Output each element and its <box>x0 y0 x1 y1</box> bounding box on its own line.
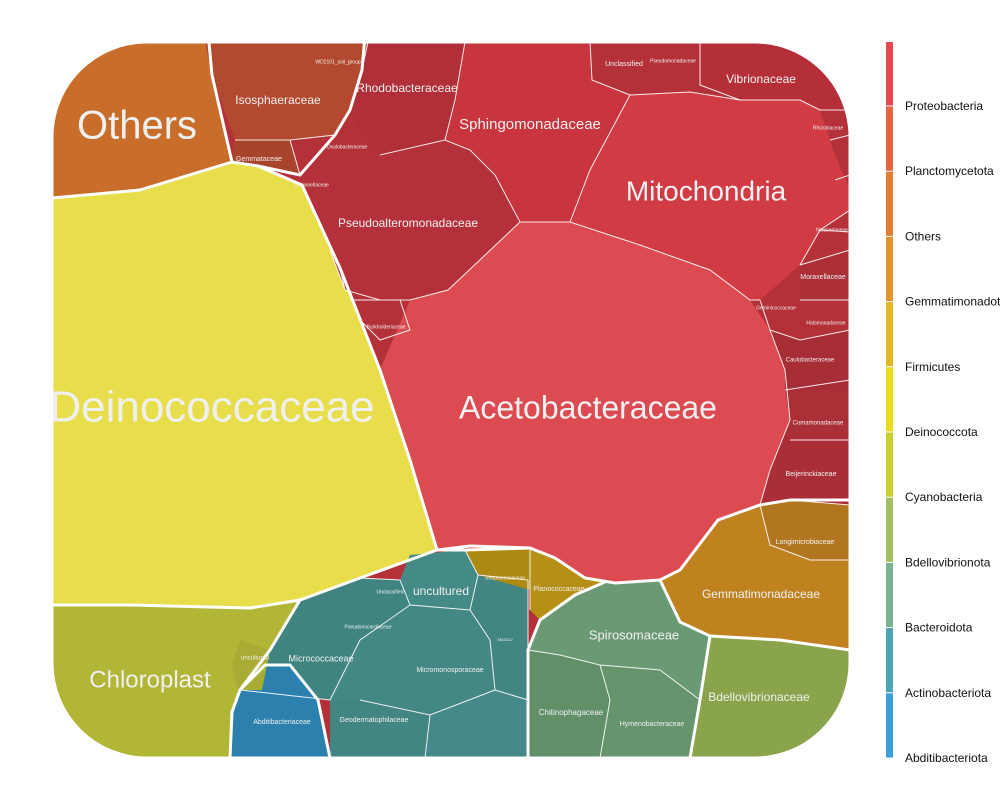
legend-label: Abditibacteriota <box>905 751 988 765</box>
legend-label: Proteobacteria <box>905 99 983 113</box>
legend-swatch <box>886 302 893 368</box>
label-acetobacteraceae: Acetobacteraceae <box>459 389 717 425</box>
cell-comamonadaceae <box>785 380 850 440</box>
legend-swatch <box>886 497 893 564</box>
label-hymenobacteraceae: Hymenobacteraceae <box>620 721 685 728</box>
label-longimicrobiaceae: Longimicrobiaceae <box>776 539 835 546</box>
cell-caulobacteraceae <box>770 330 850 390</box>
label-vibrionaceae: Vibrionaceae <box>726 72 796 86</box>
label-micrococcaceae: Micrococcaceae <box>288 653 353 663</box>
legend-label: Actinobacteriota <box>905 686 991 700</box>
label-pseudoalteromonadaceae: Pseudoalteromonadaceae <box>338 216 478 230</box>
label-geodermatophilaceae: Geodermatophilaceae <box>340 717 409 724</box>
treemap-cells <box>52 42 850 758</box>
legend-label: Bdellovibrionota <box>905 555 991 569</box>
label-pseudomonadaceae: Pseudomonadaceae <box>650 58 696 64</box>
label-rhodobacteraceae: Rhodobacteraceae <box>356 81 458 95</box>
legend-label: Planctomycetota <box>905 164 994 178</box>
legend-label: Deinococcota <box>905 425 978 439</box>
cell-gemmataceae <box>232 140 300 175</box>
label-isosphaeraceae: Isosphaeraceae <box>235 93 321 107</box>
label-chloroplast: Chloroplast <box>89 666 211 693</box>
label-others: Others <box>77 104 197 148</box>
label-unclassified-actino: Unclassified <box>377 589 404 595</box>
cell-uncultured-cyano <box>232 640 270 690</box>
label-gemmataceae: Gemmataceae <box>236 156 282 163</box>
legend-swatch <box>886 692 893 759</box>
cell-mitochondria <box>570 92 850 300</box>
cell-actino-small-2 <box>470 575 528 700</box>
label-legionellaceae: Legionellaceae <box>295 182 329 188</box>
cell-longimicrobiaceae <box>760 500 850 560</box>
cell-planococcaceae <box>530 548 605 620</box>
cell-chitinophagaceae <box>528 650 610 758</box>
label-streptococcaceae: Streptococcaceae <box>485 575 525 581</box>
label-uncultured-actino: uncultured <box>413 584 469 598</box>
cell-moraxellaceae <box>800 250 850 300</box>
legend-swatch <box>886 107 893 173</box>
label-moraxellaceae: Moraxellaceae <box>800 274 846 281</box>
label-caulobacteraceae: Caulobacteraceae <box>786 358 835 364</box>
legend-swatch <box>886 237 893 303</box>
cell-uncultured-actino <box>400 550 478 610</box>
label-halomonadaceae: Halomonadaceae <box>806 320 845 326</box>
label-rhizobiaceae: Rhizobiaceae <box>813 125 844 131</box>
legend-label: Cyanobacteria <box>905 490 983 504</box>
legend: Proteobacteria Planctomycetota Others Gemma… <box>886 42 1000 765</box>
label-oxalobacteraceae: Oxalobacteraceae <box>327 144 368 150</box>
legend-label: Firmicutes <box>905 360 960 374</box>
legend-swatch <box>886 627 893 694</box>
label-wd2101-soil-group: WD2101_soil_group <box>315 59 361 65</box>
cell-pseudoalteromonadaceae <box>302 140 520 300</box>
legend-label: Bacteroidota <box>905 621 973 635</box>
legend-label: Others <box>905 229 941 243</box>
legend-label: Gemmatimonadota <box>905 295 1000 309</box>
label-unclassified-proteo: Unclassified <box>605 61 643 68</box>
label-chitinophagaceae: Chitinophagaceae <box>539 708 604 717</box>
label-bdellovibrionaceae: Bdellovibrionaceae <box>708 690 810 704</box>
label-gemmatimonadaceae: Gemmatimonadaceae <box>702 587 820 601</box>
cell-sphingomonadaceae <box>445 42 630 222</box>
label-spirosomaceae: Spirosomaceae <box>589 627 679 642</box>
label-planococcaceae: Planococcaceae <box>533 586 584 593</box>
label-pseudonocardiaceae: Pseudonocardiaceae <box>345 624 392 630</box>
cell-actino-small <box>425 690 528 758</box>
label-sm2d12: SM2D12 <box>497 637 513 642</box>
cell-rhodobacteraceae <box>350 42 465 155</box>
legend-swatch <box>886 172 893 238</box>
legend-swatch <box>886 367 893 434</box>
label-burkholderiaceae: Burkholderiaceae <box>367 324 406 330</box>
cell-acetobacteraceae <box>380 222 790 583</box>
label-abditibacteriaceae: Abditibacteriaceae <box>253 719 311 726</box>
cell-chloroplast <box>52 600 300 758</box>
label-sphingomonadaceae: Sphingomonadaceae <box>459 116 601 133</box>
label-micromonosporaceae: Micromonosporaceae <box>416 667 483 674</box>
label-mitochondria: Mitochondria <box>626 175 787 206</box>
label-beijerinckiaceae: Beijerinckiaceae <box>786 471 837 478</box>
label-uncultured-cyano: uncultured <box>241 656 269 662</box>
cell-beijerinckiaceae <box>760 420 850 505</box>
cell-streptococcaceae <box>465 548 530 590</box>
label-neisseriaceae: Neisseriaceae <box>816 227 848 233</box>
group-boundaries <box>52 42 850 758</box>
cell-hymenobacteraceae <box>600 665 700 758</box>
legend-swatch <box>886 42 893 108</box>
cell-bdellovibrionaceae <box>690 636 850 758</box>
cell-isosphaeraceae <box>205 42 368 140</box>
treemap-outline <box>50 40 852 760</box>
label-geminicoccaceae: Geminicoccaceae <box>756 305 796 311</box>
legend-swatch <box>886 432 893 499</box>
label-deinococcaceae: Deinococcaceae <box>49 383 374 432</box>
cell-geodermatophilaceae <box>330 700 430 758</box>
cell-others <box>52 42 232 198</box>
legend-swatch <box>886 562 893 629</box>
cell-labels: Deinococcaceae Acetobacteraceae Mitochon… <box>49 58 848 728</box>
label-comamonadaceae: Comamonadaceae <box>793 421 844 427</box>
